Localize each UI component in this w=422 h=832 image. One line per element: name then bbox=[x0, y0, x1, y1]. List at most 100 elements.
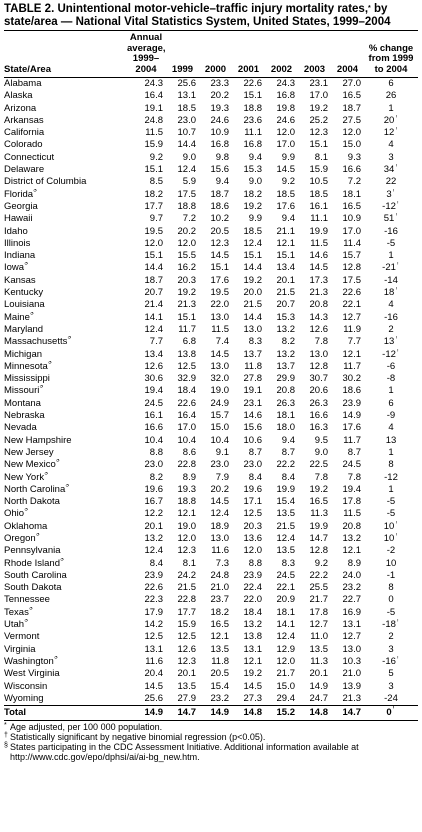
percent-change-value: 18 bbox=[383, 287, 395, 299]
table-row: Illinois 12.0 12.0 12.3 12.4 12.1 11.5 11.4 -5 bbox=[4, 238, 418, 250]
significance-marker: † bbox=[394, 127, 399, 132]
table-row: Pennsylvania 12.4 12.3 11.6 12.0 13.5 12.8 12.1… bbox=[4, 545, 418, 557]
rate-cell-y1999: 6.8 bbox=[182, 336, 196, 348]
state-cell: Idaho bbox=[4, 226, 126, 238]
state-footnote-marker: § bbox=[35, 532, 40, 537]
rate-cell-y2000: 10.2 bbox=[210, 213, 230, 225]
state-name: New York bbox=[4, 471, 45, 483]
rate-cell-y2003: 30.7 bbox=[309, 373, 329, 385]
rate-cell-y2002: 8.7 bbox=[281, 446, 295, 458]
state-cell: Missouri§ bbox=[4, 385, 126, 397]
table-row: Hawaii 9.7 7.2 10.2 9.9 9.4 11.1 10.9 51† bbox=[4, 213, 418, 225]
state-name: Michigan bbox=[4, 348, 43, 360]
state-name: Total bbox=[4, 707, 26, 719]
state-cell: Maryland bbox=[4, 324, 126, 336]
percent-change-cell: 10† bbox=[364, 521, 418, 533]
rate-cell-y1999: 19.3 bbox=[177, 483, 197, 495]
percent-change-value: 3 bbox=[388, 643, 394, 655]
table-row: Kentucky 20.7 19.2 19.5 20.0 21.5 21.3 22.6 18† bbox=[4, 287, 418, 299]
rate-cell-y2003: 13.0 bbox=[309, 348, 329, 360]
percent-change-cell: 13† bbox=[364, 336, 418, 348]
rate-cell-y2001: 22.0 bbox=[243, 594, 263, 606]
state-name: Ohio bbox=[4, 508, 25, 520]
rate-cell-y2001: 23.6 bbox=[243, 114, 263, 126]
percent-change-value: 6 bbox=[388, 78, 394, 89]
table-row: Alabama 24.3 25.6 23.3 22.6 24.3 23.1 27.0 6 bbox=[4, 78, 418, 91]
rate-cell-y2004: 11.9 bbox=[343, 323, 361, 335]
rate-cell-y2003: 19.9 bbox=[309, 520, 329, 532]
state-name: Kentucky bbox=[4, 287, 44, 299]
table-title-prefix: TABLE 2. Unintentional motor-vehicle–tra… bbox=[4, 3, 369, 15]
percent-change-value: 4 bbox=[388, 422, 394, 434]
state-footnote-marker: § bbox=[67, 336, 72, 341]
rate-cell-y2002: 12.1 bbox=[276, 237, 296, 249]
significance-marker: † bbox=[395, 262, 400, 267]
rate-cell-y2003: 9.2 bbox=[314, 557, 328, 569]
rate-cell-y1999: 14.7 bbox=[166, 705, 199, 720]
percent-change-value: -1 bbox=[386, 569, 396, 581]
significance-marker: † bbox=[394, 164, 399, 169]
table-row: District of Columbia 8.5 5.9 9.4 9.0 9.2 10.5 7… bbox=[4, 176, 418, 188]
rate-cell-y2000: 10.9 bbox=[210, 127, 230, 139]
footnote-marker: § bbox=[4, 742, 8, 750]
column-header-percent-change: % change from 1999 to 2004 bbox=[364, 31, 418, 78]
percent-change-value: 1 bbox=[388, 102, 394, 114]
percent-change-cell: 10† bbox=[364, 533, 418, 545]
rate-cell-y2004: 20.8 bbox=[342, 520, 362, 532]
rate-cell-y2002: 8.4 bbox=[281, 471, 295, 483]
rate-cell-y2003: 11.3 bbox=[310, 508, 328, 520]
rate-cell-y2003: 11.1 bbox=[310, 213, 328, 225]
rate-cell-y2002: 13.4 bbox=[276, 262, 296, 274]
table-row: South Dakota 22.6 21.5 21.0 22.4 22.1 25.5 23.2… bbox=[4, 582, 418, 594]
rate-cell-y2004: 12.8 bbox=[342, 262, 362, 274]
rate-cell-y2003: 26.3 bbox=[309, 397, 329, 409]
rate-cell-y2003: 12.8 bbox=[309, 360, 329, 372]
rate-cell-y2004: 16.5 bbox=[342, 90, 362, 102]
rate-cell-y2001: 27.8 bbox=[243, 373, 263, 385]
rate-cell-y2001: 18.2 bbox=[243, 188, 263, 200]
rate-cell-y2004: 11.4 bbox=[343, 237, 361, 249]
title-footnote-marker: * bbox=[368, 5, 371, 12]
rate-cell-y2003: 17.0 bbox=[309, 90, 329, 102]
rate-cell-avg: 24.8 bbox=[144, 114, 164, 126]
rate-cell-y1999: 22.6 bbox=[177, 397, 197, 409]
rate-cell-y1999: 9.0 bbox=[182, 151, 196, 163]
percent-change-value: -16 bbox=[384, 225, 398, 237]
footnote-text: Statistically significant by negative bi… bbox=[10, 732, 266, 743]
percent-change-cell: 12† bbox=[364, 127, 418, 139]
rate-cell-y2004: 14.7 bbox=[331, 705, 364, 720]
rate-cell-y2001: 12.4 bbox=[243, 237, 263, 249]
percent-change-value: -18 bbox=[382, 619, 396, 631]
table-title-suffix: by state/area — National Vital Statistic… bbox=[4, 3, 391, 28]
percent-change-value: -6 bbox=[386, 360, 396, 372]
state-name: Nevada bbox=[4, 422, 37, 434]
rate-cell-y2000: 16.5 bbox=[210, 619, 230, 631]
rate-cell-y2004: 18.7 bbox=[342, 102, 362, 114]
percent-change-value: -16 bbox=[382, 655, 396, 667]
rate-cell-avg: 20.1 bbox=[144, 520, 164, 532]
state-name: Alaska bbox=[4, 90, 33, 102]
state-cell: Massachusetts§ bbox=[4, 336, 126, 348]
rate-cell-y1999: 18.4 bbox=[177, 385, 197, 397]
rate-cell-avg: 16.4 bbox=[144, 90, 164, 102]
rate-cell-y1999: 15.5 bbox=[177, 250, 197, 262]
rate-cell-y1999: 20.1 bbox=[177, 668, 197, 680]
rate-cell-y2003: 22.2 bbox=[309, 569, 329, 581]
percent-change-cell: 4 bbox=[364, 299, 418, 311]
column-header-average-line: 2004 bbox=[135, 63, 157, 75]
rate-cell-y1999: 12.0 bbox=[177, 532, 197, 544]
rate-cell-y2003: 11.5 bbox=[310, 237, 328, 249]
significance-marker: † bbox=[391, 705, 396, 711]
percent-change-value: 8 bbox=[388, 582, 394, 594]
rate-cell-y2000: 13.0 bbox=[210, 360, 230, 372]
rate-cell-y2004: 27.0 bbox=[342, 78, 362, 89]
rate-cell-y2001: 21.5 bbox=[243, 299, 263, 311]
rate-cell-avg: 14.2 bbox=[144, 619, 164, 631]
state-cell: Wisconsin bbox=[4, 681, 126, 693]
table-row: Minnesota§ 12.6 12.5 13.0 11.8 13.7 12.8 11.7 -6 bbox=[4, 361, 418, 373]
rate-cell-y2004: 14.9 bbox=[342, 410, 362, 422]
table-row: Maine§ 14.1 15.1 13.0 14.4 15.3 14.3 12.7 -16 bbox=[4, 312, 418, 324]
state-footnote-marker: § bbox=[47, 360, 52, 365]
table-row: Arizona 19.1 18.5 19.3 18.8 19.8 19.2 18.7 1 bbox=[4, 103, 418, 115]
percent-change-cell: 8 bbox=[364, 459, 418, 471]
